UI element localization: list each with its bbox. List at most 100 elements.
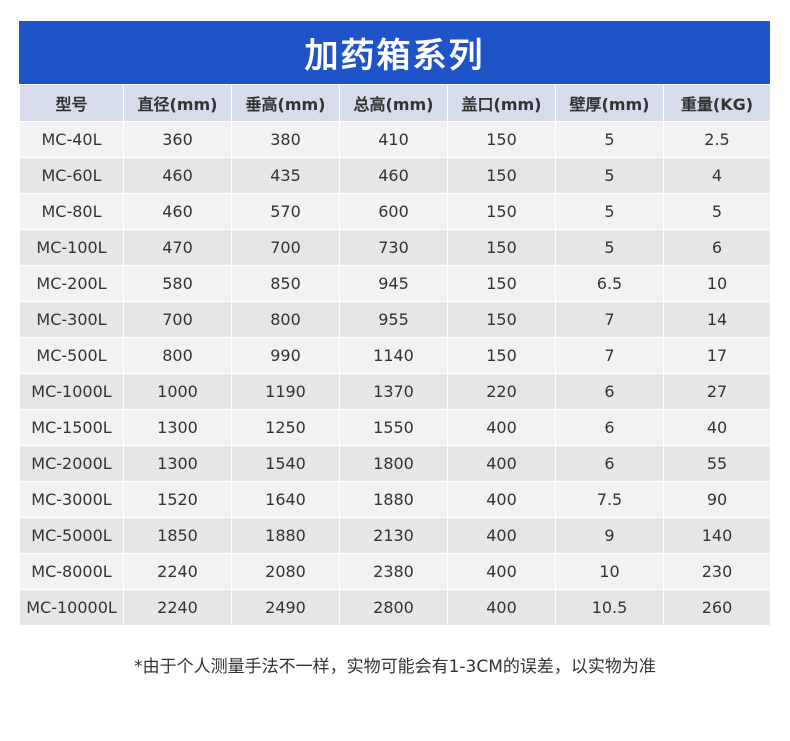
cell-diameter: 360 — [123, 121, 232, 158]
cell-weight: 10 — [663, 265, 771, 302]
page-title: 加药箱系列 — [19, 21, 770, 84]
cell-vertical-height: 700 — [231, 229, 340, 266]
cell-vertical-height: 2490 — [231, 589, 340, 626]
cell-weight: 14 — [663, 301, 771, 338]
cell-wall-thickness: 10 — [555, 553, 664, 590]
cell-model: MC-5000L — [19, 517, 124, 554]
cell-diameter: 460 — [123, 193, 232, 230]
cell-weight: 230 — [663, 553, 771, 590]
cell-wall-thickness: 6 — [555, 409, 664, 446]
cell-vertical-height: 850 — [231, 265, 340, 302]
cell-wall-thickness: 6.5 — [555, 265, 664, 302]
cell-total-height: 410 — [339, 121, 448, 158]
cell-wall-thickness: 7.5 — [555, 481, 664, 518]
cell-vertical-height: 380 — [231, 121, 340, 158]
cell-diameter: 460 — [123, 157, 232, 194]
header-model: 型号 — [19, 84, 124, 122]
table-row: MC-80L 460 570 600 150 5 5 — [19, 193, 771, 230]
table-row: MC-60L 460 435 460 150 5 4 — [19, 157, 771, 194]
cell-total-height: 730 — [339, 229, 448, 266]
cell-total-height: 460 — [339, 157, 448, 194]
table-row: MC-1000L 1000 1190 1370 220 6 27 — [19, 373, 771, 410]
cell-lid-opening: 220 — [447, 373, 556, 410]
cell-total-height: 600 — [339, 193, 448, 230]
table-row: MC-10000L 2240 2490 2800 400 10.5 260 — [19, 589, 771, 626]
cell-lid-opening: 400 — [447, 553, 556, 590]
cell-vertical-height: 1540 — [231, 445, 340, 482]
cell-total-height: 1370 — [339, 373, 448, 410]
cell-lid-opening: 400 — [447, 481, 556, 518]
table-row: MC-300L 700 800 955 150 7 14 — [19, 301, 771, 338]
cell-weight: 4 — [663, 157, 771, 194]
cell-wall-thickness: 6 — [555, 445, 664, 482]
cell-weight: 90 — [663, 481, 771, 518]
cell-lid-opening: 150 — [447, 193, 556, 230]
table-row: MC-100L 470 700 730 150 5 6 — [19, 229, 771, 266]
cell-model: MC-300L — [19, 301, 124, 338]
cell-wall-thickness: 10.5 — [555, 589, 664, 626]
header-lid-opening: 盖口(mm) — [447, 84, 556, 122]
footnote: *由于个人测量手法不一样，实物可能会有1-3CM的误差，以实物为准 — [134, 657, 656, 677]
header-weight: 重量(KG) — [663, 84, 771, 122]
cell-diameter: 700 — [123, 301, 232, 338]
cell-model: MC-100L — [19, 229, 124, 266]
cell-model: MC-40L — [19, 121, 124, 158]
cell-diameter: 1850 — [123, 517, 232, 554]
header-total-height: 总高(mm) — [339, 84, 448, 122]
cell-diameter: 1300 — [123, 445, 232, 482]
cell-wall-thickness: 9 — [555, 517, 664, 554]
cell-total-height: 2800 — [339, 589, 448, 626]
cell-wall-thickness: 5 — [555, 157, 664, 194]
cell-lid-opening: 400 — [447, 517, 556, 554]
table-header-row: 型号 直径(mm) 垂高(mm) 总高(mm) 盖口(mm) 壁厚(mm) 重量… — [19, 84, 771, 122]
cell-wall-thickness: 6 — [555, 373, 664, 410]
cell-total-height: 1550 — [339, 409, 448, 446]
cell-vertical-height: 2080 — [231, 553, 340, 590]
header-diameter: 直径(mm) — [123, 84, 232, 122]
cell-total-height: 1800 — [339, 445, 448, 482]
cell-wall-thickness: 5 — [555, 193, 664, 230]
cell-diameter: 800 — [123, 337, 232, 374]
cell-vertical-height: 800 — [231, 301, 340, 338]
table-row: MC-2000L 1300 1540 1800 400 6 55 — [19, 445, 771, 482]
cell-vertical-height: 1640 — [231, 481, 340, 518]
cell-lid-opening: 150 — [447, 265, 556, 302]
cell-total-height: 945 — [339, 265, 448, 302]
cell-model: MC-3000L — [19, 481, 124, 518]
cell-model: MC-80L — [19, 193, 124, 230]
cell-model: MC-200L — [19, 265, 124, 302]
cell-wall-thickness: 5 — [555, 229, 664, 266]
cell-total-height: 1880 — [339, 481, 448, 518]
table-row: MC-5000L 1850 1880 2130 400 9 140 — [19, 517, 771, 554]
cell-total-height: 2130 — [339, 517, 448, 554]
cell-wall-thickness: 7 — [555, 301, 664, 338]
cell-lid-opening: 150 — [447, 337, 556, 374]
cell-model: MC-1000L — [19, 373, 124, 410]
cell-wall-thickness: 7 — [555, 337, 664, 374]
cell-weight: 27 — [663, 373, 771, 410]
cell-weight: 40 — [663, 409, 771, 446]
cell-diameter: 2240 — [123, 553, 232, 590]
cell-diameter: 1000 — [123, 373, 232, 410]
cell-model: MC-500L — [19, 337, 124, 374]
table-row: MC-500L 800 990 1140 150 7 17 — [19, 337, 771, 374]
cell-diameter: 1520 — [123, 481, 232, 518]
cell-vertical-height: 1880 — [231, 517, 340, 554]
cell-wall-thickness: 5 — [555, 121, 664, 158]
cell-model: MC-1500L — [19, 409, 124, 446]
table-row: MC-1500L 1300 1250 1550 400 6 40 — [19, 409, 771, 446]
spec-table: 型号 直径(mm) 垂高(mm) 总高(mm) 盖口(mm) 壁厚(mm) 重量… — [19, 84, 771, 626]
table-row: MC-8000L 2240 2080 2380 400 10 230 — [19, 553, 771, 590]
cell-model: MC-10000L — [19, 589, 124, 626]
cell-lid-opening: 150 — [447, 301, 556, 338]
cell-vertical-height: 435 — [231, 157, 340, 194]
cell-diameter: 2240 — [123, 589, 232, 626]
table-row: MC-3000L 1520 1640 1880 400 7.5 90 — [19, 481, 771, 518]
cell-weight: 17 — [663, 337, 771, 374]
cell-weight: 140 — [663, 517, 771, 554]
cell-model: MC-8000L — [19, 553, 124, 590]
cell-weight: 6 — [663, 229, 771, 266]
cell-lid-opening: 400 — [447, 589, 556, 626]
cell-vertical-height: 570 — [231, 193, 340, 230]
cell-total-height: 1140 — [339, 337, 448, 374]
